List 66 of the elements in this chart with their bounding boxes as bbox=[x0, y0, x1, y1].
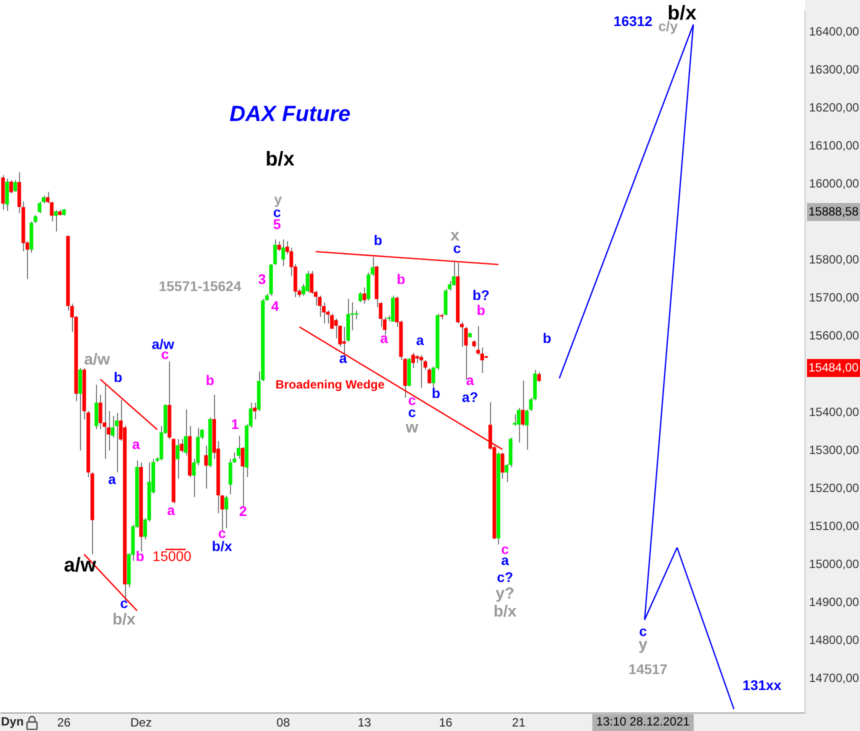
annotation: 14517 bbox=[628, 660, 668, 677]
y-tick-label: 14900,00 bbox=[809, 595, 860, 610]
x-tick-label: 16 bbox=[438, 716, 453, 730]
annotation: y? bbox=[496, 585, 514, 602]
y-tick-label: 15400,00 bbox=[809, 404, 860, 419]
annotation: b bbox=[206, 372, 214, 388]
annotation: a bbox=[380, 330, 388, 346]
y-tick-label: 15800,00 bbox=[809, 252, 860, 267]
annotation: b bbox=[396, 270, 406, 287]
text: 15888,58 bbox=[808, 204, 859, 218]
annotation: a bbox=[132, 436, 140, 452]
y-tick-label: 15700,00 bbox=[809, 290, 860, 305]
annotation: Broadening Wedge bbox=[275, 377, 385, 392]
annotation: b bbox=[136, 548, 144, 564]
annotation: w bbox=[404, 419, 419, 436]
annotation: c? bbox=[496, 568, 514, 585]
y-tick-label: 16300,00 bbox=[809, 62, 860, 76]
annotation: c bbox=[408, 392, 416, 408]
annotation: 131xx bbox=[742, 676, 782, 693]
annotation: b bbox=[542, 330, 552, 346]
x-tick-label: 21 bbox=[512, 716, 526, 730]
y-tick-label: 14800,00 bbox=[809, 633, 860, 648]
x-tick-label: 26 bbox=[57, 716, 71, 730]
annotation: 3 bbox=[258, 270, 266, 287]
y-tick-label: 15200,00 bbox=[809, 480, 860, 495]
annotation: 15571-15624 bbox=[158, 278, 242, 294]
y-tick-label: 15100,00 bbox=[809, 518, 860, 533]
annotation: 15000 bbox=[152, 548, 192, 564]
y-tick-label: 16400,00 bbox=[809, 24, 860, 38]
y-tick-label: 15000,00 bbox=[809, 556, 860, 571]
annotation: a? bbox=[462, 388, 478, 405]
annotation: a/w bbox=[64, 554, 97, 577]
text: DAX Future bbox=[230, 101, 350, 126]
annotation: b bbox=[476, 302, 486, 318]
annotation: b bbox=[374, 232, 382, 248]
x-tick-label: 13 bbox=[358, 716, 372, 730]
x-tick-label: 08 bbox=[276, 716, 290, 730]
annotation: 4 bbox=[271, 298, 280, 314]
x-tick-label: Dez bbox=[130, 716, 152, 730]
text: 15484,00 bbox=[808, 360, 859, 374]
annotation: y bbox=[638, 636, 648, 654]
y-tick-label: 16100,00 bbox=[809, 138, 860, 153]
annotation: a bbox=[466, 372, 474, 388]
annotation: 1 bbox=[231, 416, 240, 432]
annotation: b/x bbox=[112, 611, 136, 628]
annotation: a bbox=[167, 502, 176, 518]
annotation: a bbox=[108, 470, 116, 487]
y-tick-label: 16200,00 bbox=[809, 100, 860, 115]
y-tick-label: 15600,00 bbox=[809, 328, 860, 343]
y-tick-label: 16000,00 bbox=[809, 176, 860, 191]
annotation: 2 bbox=[239, 502, 248, 519]
annotation: b/x bbox=[493, 603, 517, 620]
annotation: c bbox=[120, 594, 128, 611]
annotation: b bbox=[114, 368, 122, 385]
annotation: b/x bbox=[266, 148, 294, 171]
annotation: a bbox=[339, 350, 348, 366]
annotation: a/w bbox=[84, 351, 110, 368]
annotation: b bbox=[432, 384, 440, 401]
text: 13:10 28.12.2021 bbox=[596, 714, 690, 728]
y-tick-label: 14700,00 bbox=[809, 671, 860, 686]
y-tick-label: 15300,00 bbox=[809, 442, 860, 457]
text: Dyn bbox=[1, 714, 24, 728]
annotation: b? bbox=[472, 286, 490, 303]
annotation: c bbox=[639, 622, 648, 639]
annotation: a bbox=[416, 332, 424, 348]
annotation: 16312 bbox=[614, 12, 653, 29]
